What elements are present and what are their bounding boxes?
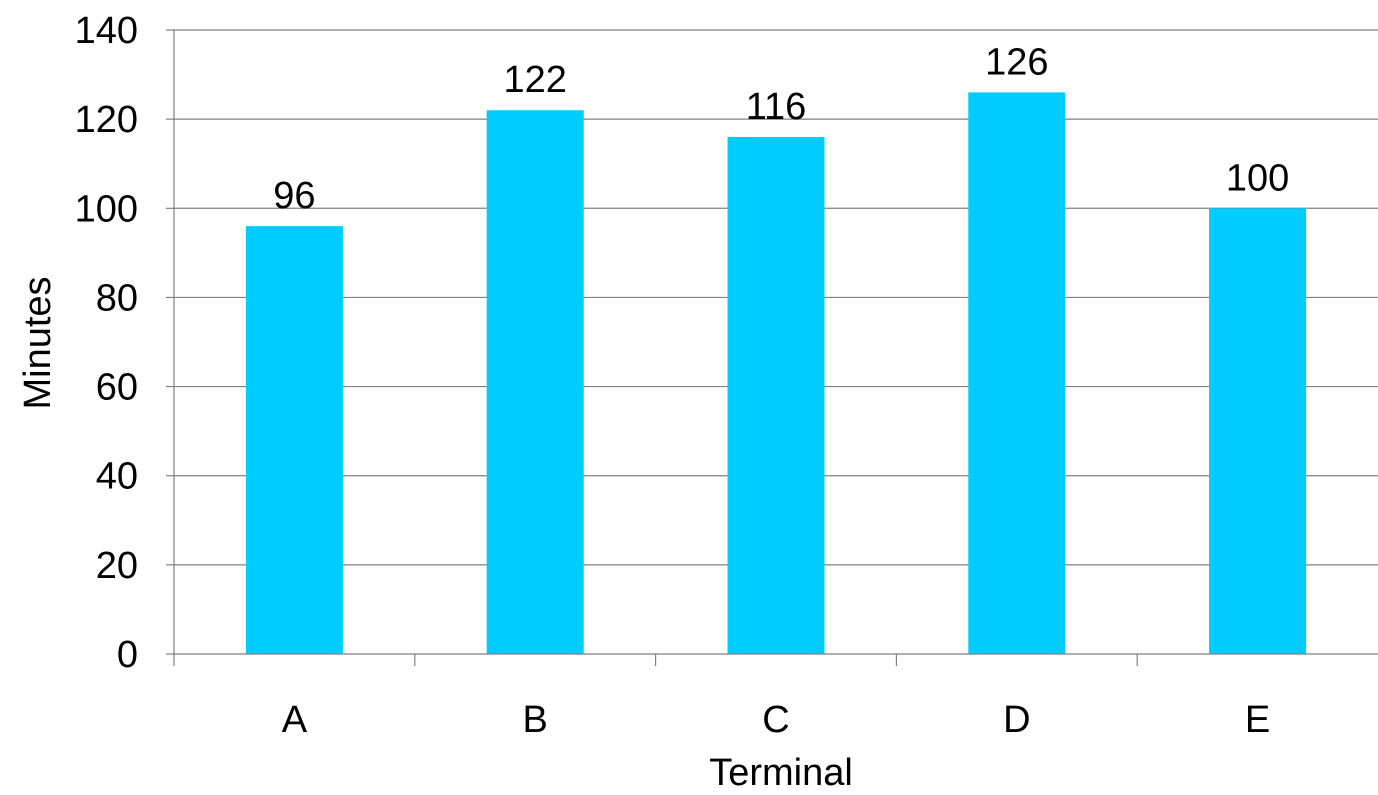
bar-d — [968, 92, 1066, 654]
y-tick-label: 40 — [96, 456, 138, 498]
x-category-label: C — [762, 699, 789, 741]
bars — [245, 92, 1307, 655]
data-label: 100 — [1226, 157, 1289, 199]
x-category-label: E — [1245, 699, 1270, 741]
x-category-label: A — [282, 699, 308, 741]
x-category-label: B — [523, 699, 548, 741]
x-axis-title: Terminal — [709, 752, 853, 790]
y-tick-label: 80 — [96, 277, 138, 319]
data-label: 126 — [985, 41, 1048, 83]
data-label: 122 — [503, 59, 566, 101]
axes — [166, 29, 1378, 666]
y-tick-label: 20 — [96, 545, 138, 587]
y-tick-label: 140 — [75, 10, 138, 52]
data-label: 96 — [273, 175, 315, 217]
bar-a — [245, 226, 343, 654]
y-tick-label: 60 — [96, 367, 138, 409]
bar-b — [486, 110, 584, 654]
x-category-label: D — [1003, 699, 1030, 741]
y-axis-title: Minutes — [17, 276, 59, 409]
y-tick-label: 0 — [117, 634, 138, 676]
labels: 0 20 40 60 80 100 120 140 96 A 122 B 116 C 126 D 100 E — [75, 10, 1290, 741]
bar-e — [1209, 208, 1307, 655]
bar-c — [727, 136, 825, 654]
y-tick-label: 100 — [75, 188, 138, 230]
y-tick-label: 120 — [75, 99, 138, 141]
data-label: 116 — [746, 86, 807, 128]
